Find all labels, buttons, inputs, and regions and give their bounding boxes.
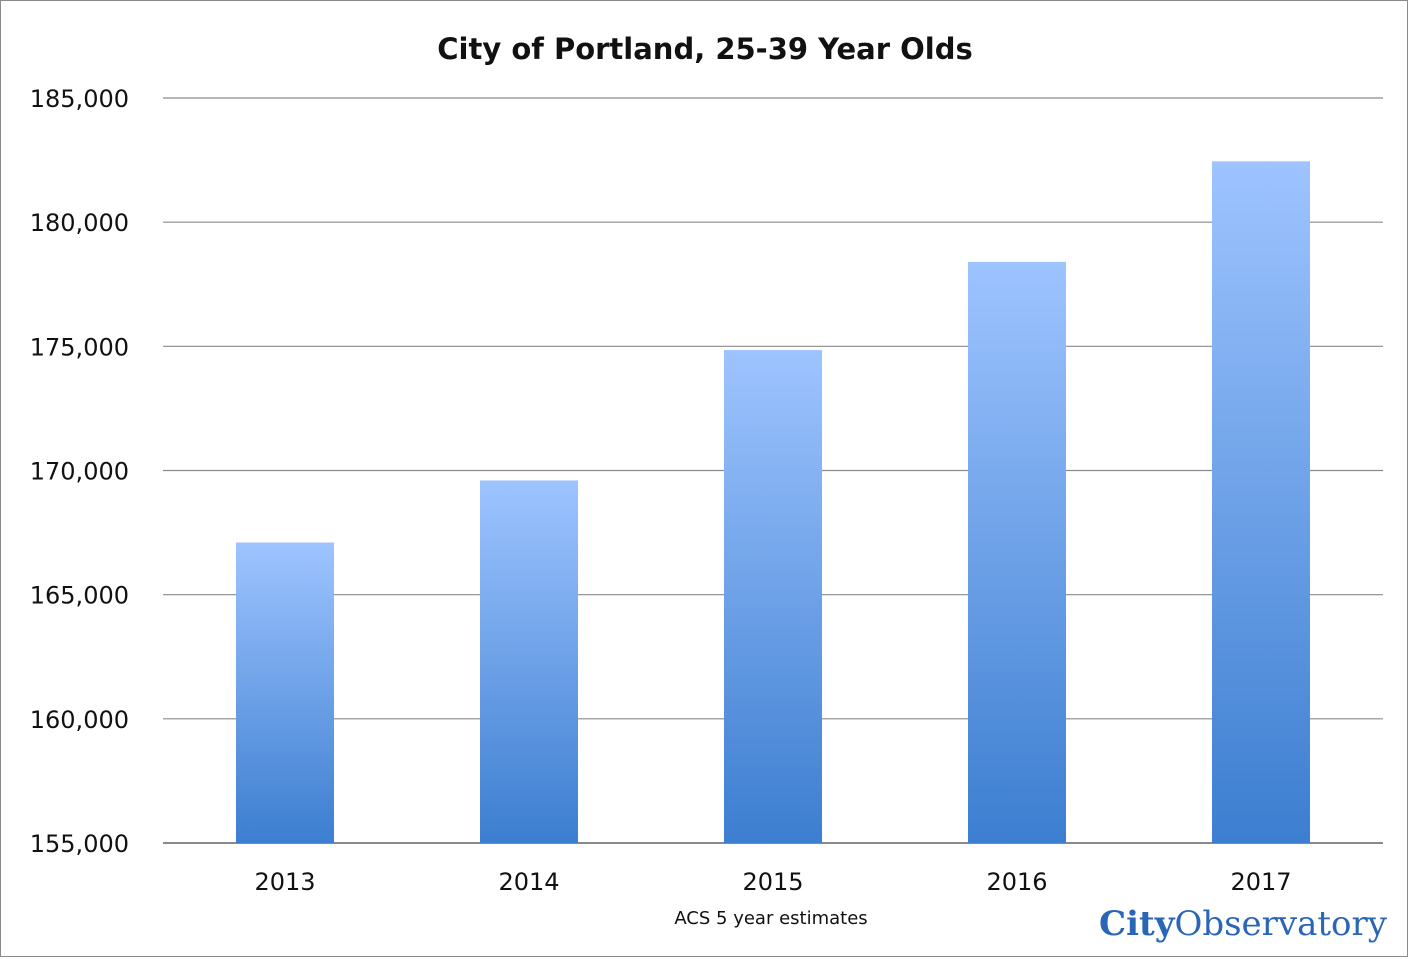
- y-tick-label: 180,000: [30, 209, 129, 237]
- logo-observatory-text: Observatory: [1174, 904, 1387, 944]
- logo-city-text: City: [1099, 904, 1175, 944]
- x-tick-label: 2013: [254, 868, 315, 896]
- x-tick-label: 2015: [742, 868, 803, 896]
- y-tick-label: 175,000: [30, 333, 129, 361]
- city-observatory-logo: CityObservatory: [1099, 901, 1387, 947]
- bar-2015: [724, 350, 822, 843]
- bars: [236, 161, 1310, 843]
- x-tick-label: 2016: [986, 868, 1047, 896]
- gridlines: [163, 97, 1383, 844]
- x-axis-ticks: 2013 2014 2015 2016 2017: [254, 868, 1291, 896]
- y-axis-ticks: 155,000 160,000 165,000 170,000 175,000 180,0…: [30, 85, 129, 858]
- x-tick-label: 2014: [498, 868, 559, 896]
- y-tick-label: 160,000: [30, 706, 129, 734]
- y-tick-label: 155,000: [30, 830, 129, 858]
- bar-2016: [968, 261, 1066, 843]
- bar-2017: [1212, 161, 1310, 843]
- x-axis-label: ACS 5 year estimates: [674, 908, 867, 929]
- y-tick-label: 170,000: [30, 458, 129, 486]
- x-tick-label: 2017: [1230, 868, 1291, 896]
- bar-2014: [480, 480, 578, 843]
- chart-title: City of Portland, 25-39 Year Olds: [437, 32, 973, 66]
- bar-2013: [236, 542, 334, 843]
- y-tick-label: 165,000: [30, 582, 129, 610]
- y-tick-label: 185,000: [30, 85, 129, 113]
